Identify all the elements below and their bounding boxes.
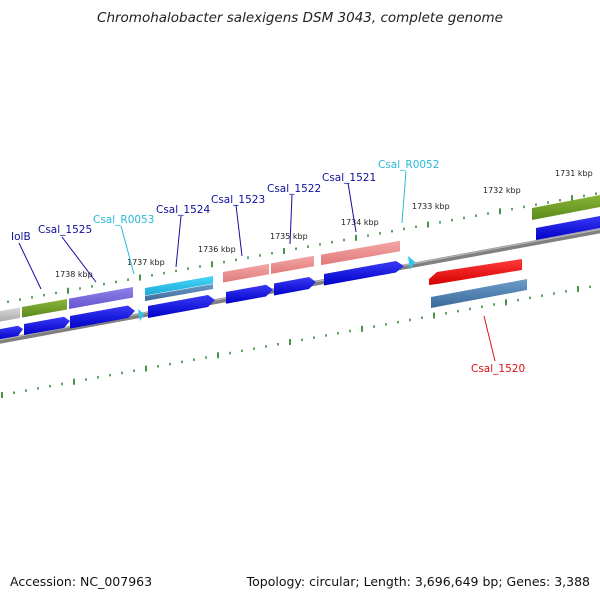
leader-csal-1524 — [175, 215, 182, 268]
feature-steel-lower[interactable] — [431, 279, 527, 308]
cds-lane — [0, 215, 600, 340]
feature-csal-1525[interactable] — [69, 287, 133, 309]
feature-iolb[interactable] — [22, 299, 67, 318]
leader-csal-r0053 — [120, 225, 135, 275]
cds-arrow[interactable] — [24, 316, 70, 335]
kbp-label: 1735 kbp — [270, 232, 308, 241]
gene-label-csal-1523[interactable]: Csal_1523 — [211, 194, 265, 206]
feature-csal-1520[interactable] — [429, 259, 522, 285]
leader-csal-1522 — [289, 194, 293, 245]
leader-csal-1523 — [235, 204, 243, 257]
cds-arrow[interactable] — [536, 215, 600, 240]
feature-right-green[interactable] — [532, 194, 600, 220]
kbp-label: 1732 kbp — [483, 186, 521, 195]
feature-grey — [0, 307, 20, 322]
cds-arrow[interactable] — [274, 277, 316, 296]
kbp-label: 1737 kbp — [127, 258, 165, 267]
gene-label-iolb[interactable]: IolB — [11, 231, 31, 243]
kbp-label: 1731 kbp — [555, 169, 593, 178]
leader-lines — [18, 170, 496, 362]
kbp-label: 1734 kbp — [341, 218, 379, 227]
cds-arrow[interactable] — [324, 261, 404, 286]
tick-row-outer — [7, 192, 597, 304]
kbp-label: 1736 kbp — [198, 245, 236, 254]
kbp-label-group: 1738 kbp 1737 kbp 1736 kbp 1735 kbp 1734… — [55, 169, 593, 279]
gene-label-csal-r0053[interactable]: Csal_R0053 — [93, 214, 154, 226]
cds-arrow[interactable] — [226, 284, 273, 304]
leader-csal-1520 — [483, 315, 496, 362]
trna-arrow[interactable] — [138, 309, 144, 321]
leader-csal-r0052 — [401, 170, 407, 224]
gene-label-csal-1524[interactable]: Csal_1524 — [156, 204, 210, 216]
leader-iolb — [18, 242, 42, 290]
feature-lane-upper — [0, 194, 600, 322]
feature-csal-1524[interactable] — [145, 284, 213, 301]
gene-label-group: IolB Csal_1525 Csal_R0053 Csal_1524 Csal… — [11, 159, 525, 375]
feature-csal-r0053[interactable] — [145, 276, 213, 296]
leader-csal-1521 — [347, 182, 357, 233]
kbp-label: 1733 kbp — [412, 202, 450, 211]
feature-csal-1522[interactable] — [271, 255, 314, 274]
gene-label-csal-r0052[interactable]: Csal_R0052 — [378, 159, 439, 171]
tick-row-inner — [1, 285, 591, 398]
map-title: Chromohalobacter salexigens DSM 3043, co… — [97, 10, 503, 26]
gene-label-csal-1522[interactable]: Csal_1522 — [267, 183, 321, 195]
cds-arrow[interactable] — [70, 305, 135, 329]
leader-csal-1525 — [61, 236, 97, 283]
feature-csal-1523[interactable] — [223, 263, 269, 283]
gene-label-csal-1520[interactable]: Csal_1520 — [471, 363, 525, 375]
genome-summary-text: Topology: circular; Length: 3,696,649 bp… — [246, 574, 590, 589]
trna-arrow[interactable] — [408, 256, 415, 270]
accession-text: Accession: NC_007963 — [10, 574, 153, 589]
gene-label-csal-1521[interactable]: Csal_1521 — [322, 172, 376, 184]
gene-label-csal-1525[interactable]: Csal_1525 — [38, 224, 92, 236]
feature-csal-1521[interactable] — [321, 240, 400, 266]
cds-arrow[interactable] — [148, 295, 215, 318]
kbp-label: 1738 kbp — [55, 270, 93, 279]
cds-arrow[interactable] — [0, 325, 23, 340]
